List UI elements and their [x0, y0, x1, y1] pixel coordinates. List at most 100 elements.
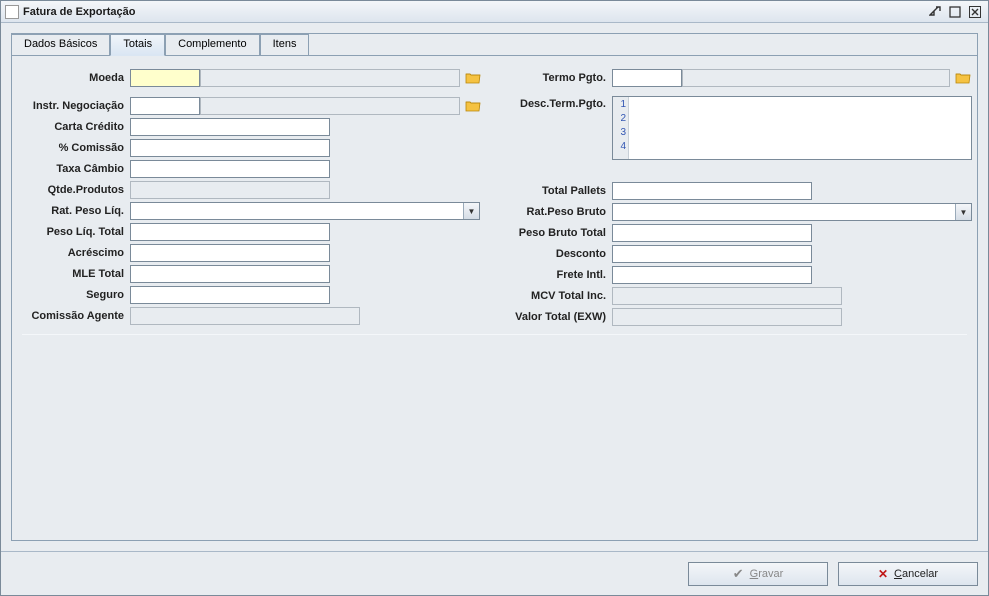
tab-dados-basicos[interactable]: Dados Básicos	[11, 34, 110, 56]
moeda-lookup-button[interactable]	[462, 69, 484, 87]
label-peso-liq-total: Peso Líq. Total	[22, 226, 130, 238]
termo-desc-input	[682, 69, 950, 87]
maximize-button[interactable]	[946, 4, 964, 20]
tab-container: Dados Básicos Totais Complemento Itens M…	[11, 33, 978, 541]
label-pct-comissao: % Comissão	[22, 142, 130, 154]
label-carta-credito: Carta Crédito	[22, 121, 130, 133]
label-frete-intl: Frete Intl.	[504, 269, 612, 281]
row-peso-liq-total: Peso Líq. Total	[22, 222, 484, 242]
row-taxa-cambio: Taxa Câmbio	[22, 159, 484, 179]
tab-panel-totais: Moeda Instr. Negociação	[12, 55, 977, 540]
taxa-cambio-input[interactable]	[130, 160, 330, 178]
valor-total-exw-input	[612, 308, 842, 326]
row-carta-credito: Carta Crédito	[22, 117, 484, 137]
row-total-pallets: Total Pallets	[504, 181, 974, 201]
chevron-down-icon[interactable]: ▼	[955, 204, 971, 220]
minimize-button[interactable]	[926, 4, 944, 20]
label-total-pallets: Total Pallets	[504, 185, 612, 197]
qtde-produtos-input	[130, 181, 330, 199]
desc-term-pgto-editor[interactable]: 1 2 3 4	[612, 96, 972, 160]
form-divider	[22, 334, 967, 335]
row-valor-total-exw: Valor Total (EXW)	[504, 307, 974, 327]
row-pct-comissao: % Comissão	[22, 138, 484, 158]
row-desc-term-pgto: Desc.Term.Pgto. 1 2 3 4	[504, 96, 974, 160]
row-desconto: Desconto	[504, 244, 974, 264]
rat-peso-liq-select[interactable]	[130, 202, 480, 220]
label-instr-negociacao: Instr. Negociação	[22, 100, 130, 112]
check-icon: ✔	[733, 566, 744, 582]
label-desconto: Desconto	[504, 248, 612, 260]
cancelar-key: C	[894, 568, 902, 580]
row-rat-peso-liq: Rat. Peso Líq. ▼	[22, 201, 484, 221]
cancelar-label: ancelar	[902, 568, 938, 580]
label-desc-term-pgto: Desc.Term.Pgto.	[504, 96, 612, 110]
label-taxa-cambio: Taxa Câmbio	[22, 163, 130, 175]
row-frete-intl: Frete Intl.	[504, 265, 974, 285]
total-pallets-input[interactable]	[612, 182, 812, 200]
label-seguro: Seguro	[22, 289, 130, 301]
desconto-input[interactable]	[612, 245, 812, 263]
chevron-down-icon[interactable]: ▼	[463, 203, 479, 219]
label-peso-bruto-total: Peso Bruto Total	[504, 227, 612, 239]
row-acrescimo: Acréscimo	[22, 243, 484, 263]
moeda-desc-input	[200, 69, 460, 87]
gutter-line: 4	[613, 140, 626, 154]
row-comissao-agente: Comissão Agente	[22, 306, 484, 326]
label-moeda: Moeda	[22, 72, 130, 84]
window-title: Fatura de Exportação	[23, 6, 924, 18]
gravar-button[interactable]: ✔ Gravar	[688, 562, 828, 586]
gravar-key: G	[750, 568, 759, 580]
gutter-line: 1	[613, 98, 626, 112]
rat-peso-bruto-select[interactable]	[612, 203, 972, 221]
moeda-code-input[interactable]	[130, 69, 200, 87]
label-comissao-agente: Comissão Agente	[22, 310, 130, 322]
frete-intl-input[interactable]	[612, 266, 812, 284]
desc-term-pgto-text[interactable]	[629, 97, 971, 159]
acrescimo-input[interactable]	[130, 244, 330, 262]
seguro-input[interactable]	[130, 286, 330, 304]
peso-liq-total-input[interactable]	[130, 223, 330, 241]
carta-credito-input[interactable]	[130, 118, 330, 136]
peso-bruto-total-input[interactable]	[612, 224, 812, 242]
instr-desc-input	[200, 97, 460, 115]
instr-lookup-button[interactable]	[462, 97, 484, 115]
termo-lookup-button[interactable]	[952, 69, 974, 87]
tab-itens[interactable]: Itens	[260, 34, 310, 56]
editor-gutter: 1 2 3 4	[613, 97, 629, 159]
row-qtde-produtos: Qtde.Produtos	[22, 180, 484, 200]
label-qtde-produtos: Qtde.Produtos	[22, 184, 130, 196]
tab-strip: Dados Básicos Totais Complemento Itens	[11, 33, 977, 55]
label-termo-pgto: Termo Pgto.	[504, 72, 612, 84]
termo-code-input[interactable]	[612, 69, 682, 87]
gutter-line: 2	[613, 112, 626, 126]
button-bar: ✔ Gravar ✕ Cancelar	[1, 551, 988, 595]
x-icon: ✕	[878, 567, 888, 581]
export-invoice-window: Fatura de Exportação Dados Básicos Totai…	[0, 0, 989, 596]
label-mle-total: MLE Total	[22, 268, 130, 280]
tab-complemento[interactable]: Complemento	[165, 34, 259, 56]
pct-comissao-input[interactable]	[130, 139, 330, 157]
label-acrescimo: Acréscimo	[22, 247, 130, 259]
gravar-label: ravar	[758, 568, 783, 580]
close-button[interactable]	[966, 4, 984, 20]
mle-total-input[interactable]	[130, 265, 330, 283]
tab-totais[interactable]: Totais	[110, 34, 165, 56]
row-peso-bruto-total: Peso Bruto Total	[504, 223, 974, 243]
row-instr-negociacao: Instr. Negociação	[22, 96, 484, 116]
label-rat-peso-bruto: Rat.Peso Bruto	[504, 206, 612, 218]
label-rat-peso-liq: Rat. Peso Líq.	[22, 205, 130, 217]
gutter-line: 3	[613, 126, 626, 140]
titlebar: Fatura de Exportação	[1, 1, 988, 23]
instr-code-input[interactable]	[130, 97, 200, 115]
row-mcv-total-inc: MCV Total Inc.	[504, 286, 974, 306]
row-seguro: Seguro	[22, 285, 484, 305]
row-termo-pgto: Termo Pgto.	[504, 68, 974, 88]
form-col-left: Moeda Instr. Negociação	[22, 68, 484, 328]
row-moeda: Moeda	[22, 68, 484, 88]
mcv-total-inc-input	[612, 287, 842, 305]
cancelar-button[interactable]: ✕ Cancelar	[838, 562, 978, 586]
row-mle-total: MLE Total	[22, 264, 484, 284]
label-mcv-total-inc: MCV Total Inc.	[504, 290, 612, 302]
label-valor-total-exw: Valor Total (EXW)	[504, 311, 612, 323]
form-col-right: Termo Pgto. Desc.Term.Pgto. 1	[504, 68, 974, 328]
